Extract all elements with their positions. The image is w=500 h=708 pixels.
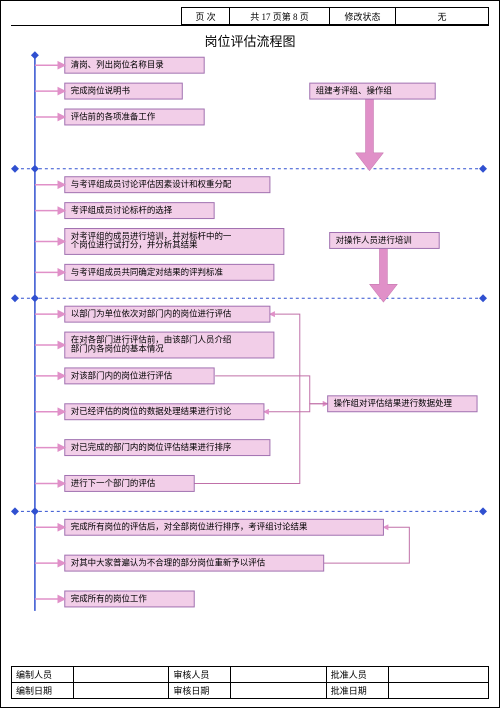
flow-node-n7: 与考评组成员共同确定对结果的评判标准 xyxy=(65,264,274,280)
ft-approver-val xyxy=(388,667,488,683)
flow-node-n1: 清岗、列出岗位名称目录 xyxy=(65,57,204,73)
svg-text:考评组成员讨论标杆的选择: 考评组成员讨论标杆的选择 xyxy=(71,205,173,215)
header-separator xyxy=(11,25,489,26)
hdr-pageidx-val: 共 17 页第 8 页 xyxy=(229,7,329,25)
big-arrow-1 xyxy=(356,99,384,171)
svg-text:组建考评组、操作组: 组建考评组、操作组 xyxy=(316,86,393,96)
svg-text:完成所有的岗位工作: 完成所有的岗位工作 xyxy=(71,593,148,603)
flow-node-s2: 对操作人员进行培训 xyxy=(330,233,440,249)
svg-text:对操作人员进行培训: 对操作人员进行培训 xyxy=(336,235,412,245)
header-row: 页 次 共 17 页第 8 页 修改状态 无 xyxy=(181,7,489,25)
flow-node-n16: 完成所有的岗位工作 xyxy=(65,591,194,607)
svg-text:进行下一个部门的评估: 进行下一个部门的评估 xyxy=(71,478,156,488)
hdr-pageidx-label: 页 次 xyxy=(181,7,229,25)
svg-text:以部门为单位依次对部门内的岗位进行评估: 以部门为单位依次对部门内的岗位进行评估 xyxy=(71,309,232,319)
flow-canvas: 清岗、列出岗位名称目录完成岗位说明书评估前的各项准备工作 组建考评组、操作组与考评… xyxy=(11,47,489,657)
footer-table: 编制人员 审核人员 批准人员 编制日期 审核日期 批准日期 xyxy=(11,666,489,699)
flow-node-n2: 完成岗位说明书 xyxy=(65,83,183,99)
ft-apprdate-val xyxy=(388,683,488,699)
svg-text:与考评组成员讨论评估因素设计和权重分配: 与考评组成员讨论评估因素设计和权重分配 xyxy=(71,179,232,189)
svg-text:部门内各岗位的基本情况: 部门内各岗位的基本情况 xyxy=(71,343,165,353)
svg-text:对其中大家普遍认为不合理的部分岗位重新予以评估: 对其中大家普遍认为不合理的部分岗位重新予以评估 xyxy=(71,558,266,568)
ft-author-label: 编制人员 xyxy=(12,667,74,683)
flow-node-n11: 对已经评估的岗位的数据处理结果进行讨论 xyxy=(65,404,264,420)
ft-author-val xyxy=(74,667,169,683)
big-arrow-2 xyxy=(370,248,398,302)
svg-text:完成所有岗位的评估后，对全部岗位进行排序，考评组讨论结果: 完成所有岗位的评估后，对全部岗位进行排序，考评组讨论结果 xyxy=(71,522,308,532)
ft-revdate-val xyxy=(231,683,326,699)
svg-text:操作组对评估结果进行数据处理: 操作组对评估结果进行数据处理 xyxy=(334,398,453,408)
flow-node-n15: 对其中大家普遍认为不合理的部分岗位重新予以评估 xyxy=(65,555,324,571)
flow-node-n5: 考评组成员讨论标杆的选择 xyxy=(65,203,214,219)
flow-svg: 清岗、列出岗位名称目录完成岗位说明书评估前的各项准备工作 组建考评组、操作组与考评… xyxy=(11,47,489,657)
flow-node-n8: 以部门为单位依次对部门内的岗位进行评估 xyxy=(65,306,270,322)
ft-reviewer-val xyxy=(231,667,326,683)
ft-authdate-label: 编制日期 xyxy=(12,683,74,699)
flow-node-n12: 对已完成的部门内的岗位评估结果进行排序 xyxy=(65,440,270,456)
flow-node-n13: 进行下一个部门的评估 xyxy=(65,475,194,491)
ft-approver-label: 批准人员 xyxy=(326,667,388,683)
svg-text:评估前的各项准备工作: 评估前的各项准备工作 xyxy=(71,111,156,121)
svg-text:对已完成的部门内的岗位评估结果进行排序: 对已完成的部门内的岗位评估结果进行排序 xyxy=(71,442,232,452)
ft-authdate-val xyxy=(74,683,169,699)
flow-node-s3: 操作组对评估结果进行数据处理 xyxy=(328,396,477,412)
flow-node-n10: 对该部门内的岗位进行评估 xyxy=(65,368,214,384)
ft-apprdate-label: 批准日期 xyxy=(326,683,388,699)
flow-node-n4: 与考评组成员讨论评估因素设计和权重分配 xyxy=(65,177,270,193)
flow-node-n9: 在对各部门进行评估前，由该部门人员介绍部门内各岗位的基本情况 xyxy=(65,332,274,358)
svg-text:对已经评估的岗位的数据处理结果进行讨论: 对已经评估的岗位的数据处理结果进行讨论 xyxy=(71,406,232,416)
svg-text:清岗、列出岗位名称目录: 清岗、列出岗位名称目录 xyxy=(71,60,165,70)
svg-text:完成岗位说明书: 完成岗位说明书 xyxy=(71,86,131,96)
flow-node-n3: 评估前的各项准备工作 xyxy=(65,109,204,125)
big-arrows xyxy=(356,99,398,302)
hdr-status-label: 修改状态 xyxy=(329,7,395,25)
flow-node-s1: 组建考评组、操作组 xyxy=(310,83,435,99)
page-frame: 页 次 共 17 页第 8 页 修改状态 无 岗位评估流程图 xyxy=(0,0,500,708)
svg-text:个岗位进行试打分，并分析其结果: 个岗位进行试打分，并分析其结果 xyxy=(71,240,198,250)
flow-node-n14: 完成所有岗位的评估后，对全部岗位进行排序，考评组讨论结果 xyxy=(65,519,384,535)
flow-node-n6: 对考评组的成员进行培训，并对标杆中的一个岗位进行试打分，并分析其结果 xyxy=(65,229,284,255)
svg-text:与考评组成员共同确定对结果的评判标准: 与考评组成员共同确定对结果的评判标准 xyxy=(71,267,224,277)
svg-text:对该部门内的岗位进行评估: 对该部门内的岗位进行评估 xyxy=(71,370,173,380)
footer-row-1: 编制人员 审核人员 批准人员 xyxy=(12,667,489,683)
footer-row-2: 编制日期 审核日期 批准日期 xyxy=(12,683,489,699)
ft-revdate-label: 审核日期 xyxy=(169,683,231,699)
ft-reviewer-label: 审核人员 xyxy=(169,667,231,683)
hdr-status-val: 无 xyxy=(395,7,489,25)
